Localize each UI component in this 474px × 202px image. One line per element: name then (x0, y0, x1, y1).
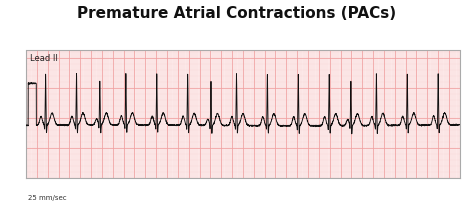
Text: Premature Atrial Contractions (PACs): Premature Atrial Contractions (PACs) (77, 6, 397, 21)
Text: Lead II: Lead II (29, 54, 57, 63)
Text: 25 mm/sec: 25 mm/sec (28, 195, 67, 201)
